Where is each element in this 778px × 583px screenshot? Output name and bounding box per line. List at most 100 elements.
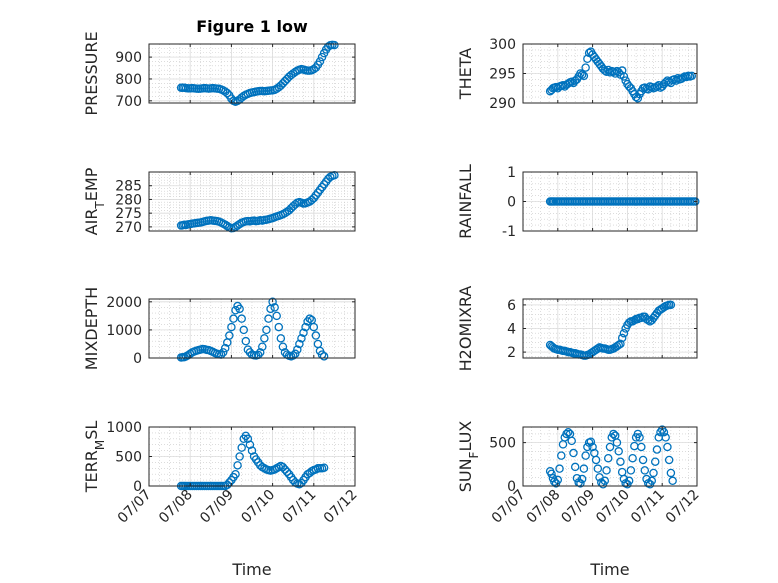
y-tick-label: 900 [115, 50, 142, 66]
data-point [682, 72, 691, 82]
series-markers [176, 171, 339, 233]
data-point [260, 334, 269, 343]
data-point [235, 304, 244, 314]
y-axis-label-subscript: T [93, 201, 107, 210]
data-point [280, 465, 290, 474]
data-point [609, 67, 618, 76]
y-tick-label: 800 [115, 72, 142, 88]
data-point [633, 94, 643, 103]
data-point [609, 429, 618, 439]
axes-box [522, 426, 698, 487]
data-point [218, 348, 228, 357]
data-point [640, 466, 650, 475]
panel-4: 0 1000 2000 MIXDEPTH [82, 287, 356, 370]
data-point [278, 342, 288, 352]
data-point [239, 325, 249, 335]
data-point [311, 331, 321, 340]
data-point [612, 438, 622, 447]
y-tick-label: 280 [115, 192, 142, 208]
data-point [278, 462, 288, 472]
data-point [295, 339, 304, 349]
y-tick-label: 300 [489, 37, 516, 53]
data-point [276, 334, 286, 343]
y-axis-label: PRESSURE [82, 31, 101, 115]
data-point [225, 331, 234, 340]
data-point [647, 476, 657, 486]
data-point [650, 457, 660, 466]
y-axis-label: TERRMSL [82, 421, 107, 494]
data-point [644, 315, 653, 325]
data-point [581, 63, 590, 72]
y-tick-label: 6 [507, 298, 516, 314]
data-point [268, 297, 277, 307]
data-point [576, 479, 585, 488]
y-tick-label: 285 [115, 179, 142, 195]
x-axis-label: Time [589, 560, 629, 579]
y-tick-label: 275 [115, 206, 142, 222]
data-point [319, 463, 329, 472]
series-markers [545, 300, 676, 360]
data-point [661, 433, 670, 442]
data-point [288, 351, 298, 360]
data-point [301, 322, 310, 332]
y-tick-label: 0 [507, 479, 516, 495]
y-tick-label: 270 [115, 220, 142, 236]
y-tick-label: 500 [115, 450, 142, 466]
panel-0: 700 800 900 PRESSURE Figure 1 low [82, 17, 356, 116]
data-point [577, 70, 587, 79]
data-point [579, 464, 589, 473]
data-point [309, 322, 319, 332]
data-point [616, 339, 625, 349]
y-axis-label: THETA [456, 48, 475, 100]
data-point [233, 461, 242, 470]
data-point [247, 446, 257, 455]
y-axis-label-rest: EMP [82, 167, 101, 201]
data-point [223, 480, 232, 490]
y-axis-label-base: SUN [456, 458, 475, 492]
data-point [237, 314, 246, 323]
data-point [687, 71, 697, 81]
data-point [227, 322, 236, 332]
chart-title: Figure 1 low [196, 17, 308, 36]
data-point [666, 468, 676, 478]
data-point [638, 455, 648, 465]
data-point [691, 197, 700, 206]
series-markers [176, 297, 329, 362]
data-point [245, 440, 255, 449]
y-tick-label: 0 [133, 351, 142, 367]
data-point [614, 340, 623, 350]
data-point [616, 457, 625, 466]
y-axis-label-rest: SL [82, 421, 101, 440]
data-point [243, 434, 253, 444]
data-point [274, 322, 284, 332]
data-point [223, 88, 232, 98]
y-axis-label-rest: LUX [456, 421, 475, 452]
panel-3: -1 0 1 RAINFALL [456, 164, 700, 240]
data-point [330, 40, 339, 50]
data-point [577, 474, 587, 484]
y-axis-label: H2OMIXRA [456, 286, 475, 372]
data-point [652, 445, 662, 454]
data-point [562, 429, 571, 439]
series-markers [176, 40, 339, 106]
y-tick-label: 2000 [106, 295, 142, 311]
y-axis-label: SUNFLUX [456, 421, 481, 493]
data-point [588, 442, 597, 452]
series-markers [545, 47, 697, 103]
data-point [558, 81, 568, 90]
y-tick-label: -1 [502, 224, 516, 240]
data-point [604, 453, 613, 463]
panel-5: 2 4 6 H2OMIXRA [456, 286, 698, 372]
y-axis-label-subscript: M [93, 440, 107, 450]
data-point [635, 433, 644, 442]
data-point [579, 71, 589, 81]
y-axis-label-base: TERR [82, 450, 101, 493]
data-point [282, 467, 292, 477]
data-point [619, 72, 629, 81]
data-point [581, 451, 590, 460]
data-point [319, 352, 329, 361]
data-point [307, 195, 316, 205]
y-axis-label-base: AIR [82, 209, 101, 236]
